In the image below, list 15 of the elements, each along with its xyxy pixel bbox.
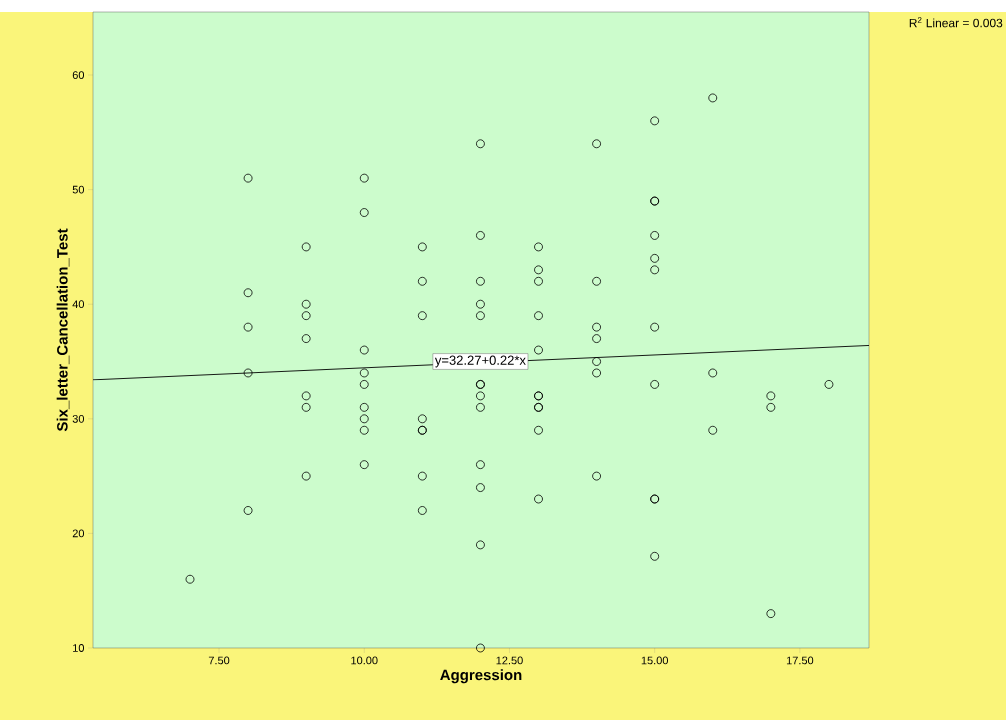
y-tick-label: 10 xyxy=(73,644,85,652)
y-tick-label: 50 xyxy=(72,185,85,194)
y-tick-label: 60 xyxy=(72,71,85,79)
text: R$^{2}$ Linear = 0.003 xyxy=(909,17,1003,28)
x-axis-title: Aggression xyxy=(440,669,522,684)
y-tick-label: 20 xyxy=(72,529,85,538)
x-tick-label: 10.00 xyxy=(351,656,378,665)
x-tick-label: 12.50 xyxy=(496,656,523,665)
y-axis-title: Six_letter_Cancellation_Test xyxy=(56,228,70,432)
x-tick-label: 15.00 xyxy=(641,656,668,665)
y-tick-label: 40 xyxy=(72,300,85,309)
annotation: y=32.27+0.22*x xyxy=(434,355,526,368)
x-tick-label: 7.50 xyxy=(208,656,230,665)
y-tick-label: 30 xyxy=(72,414,85,423)
x-tick-label: 17.50 xyxy=(786,656,814,665)
